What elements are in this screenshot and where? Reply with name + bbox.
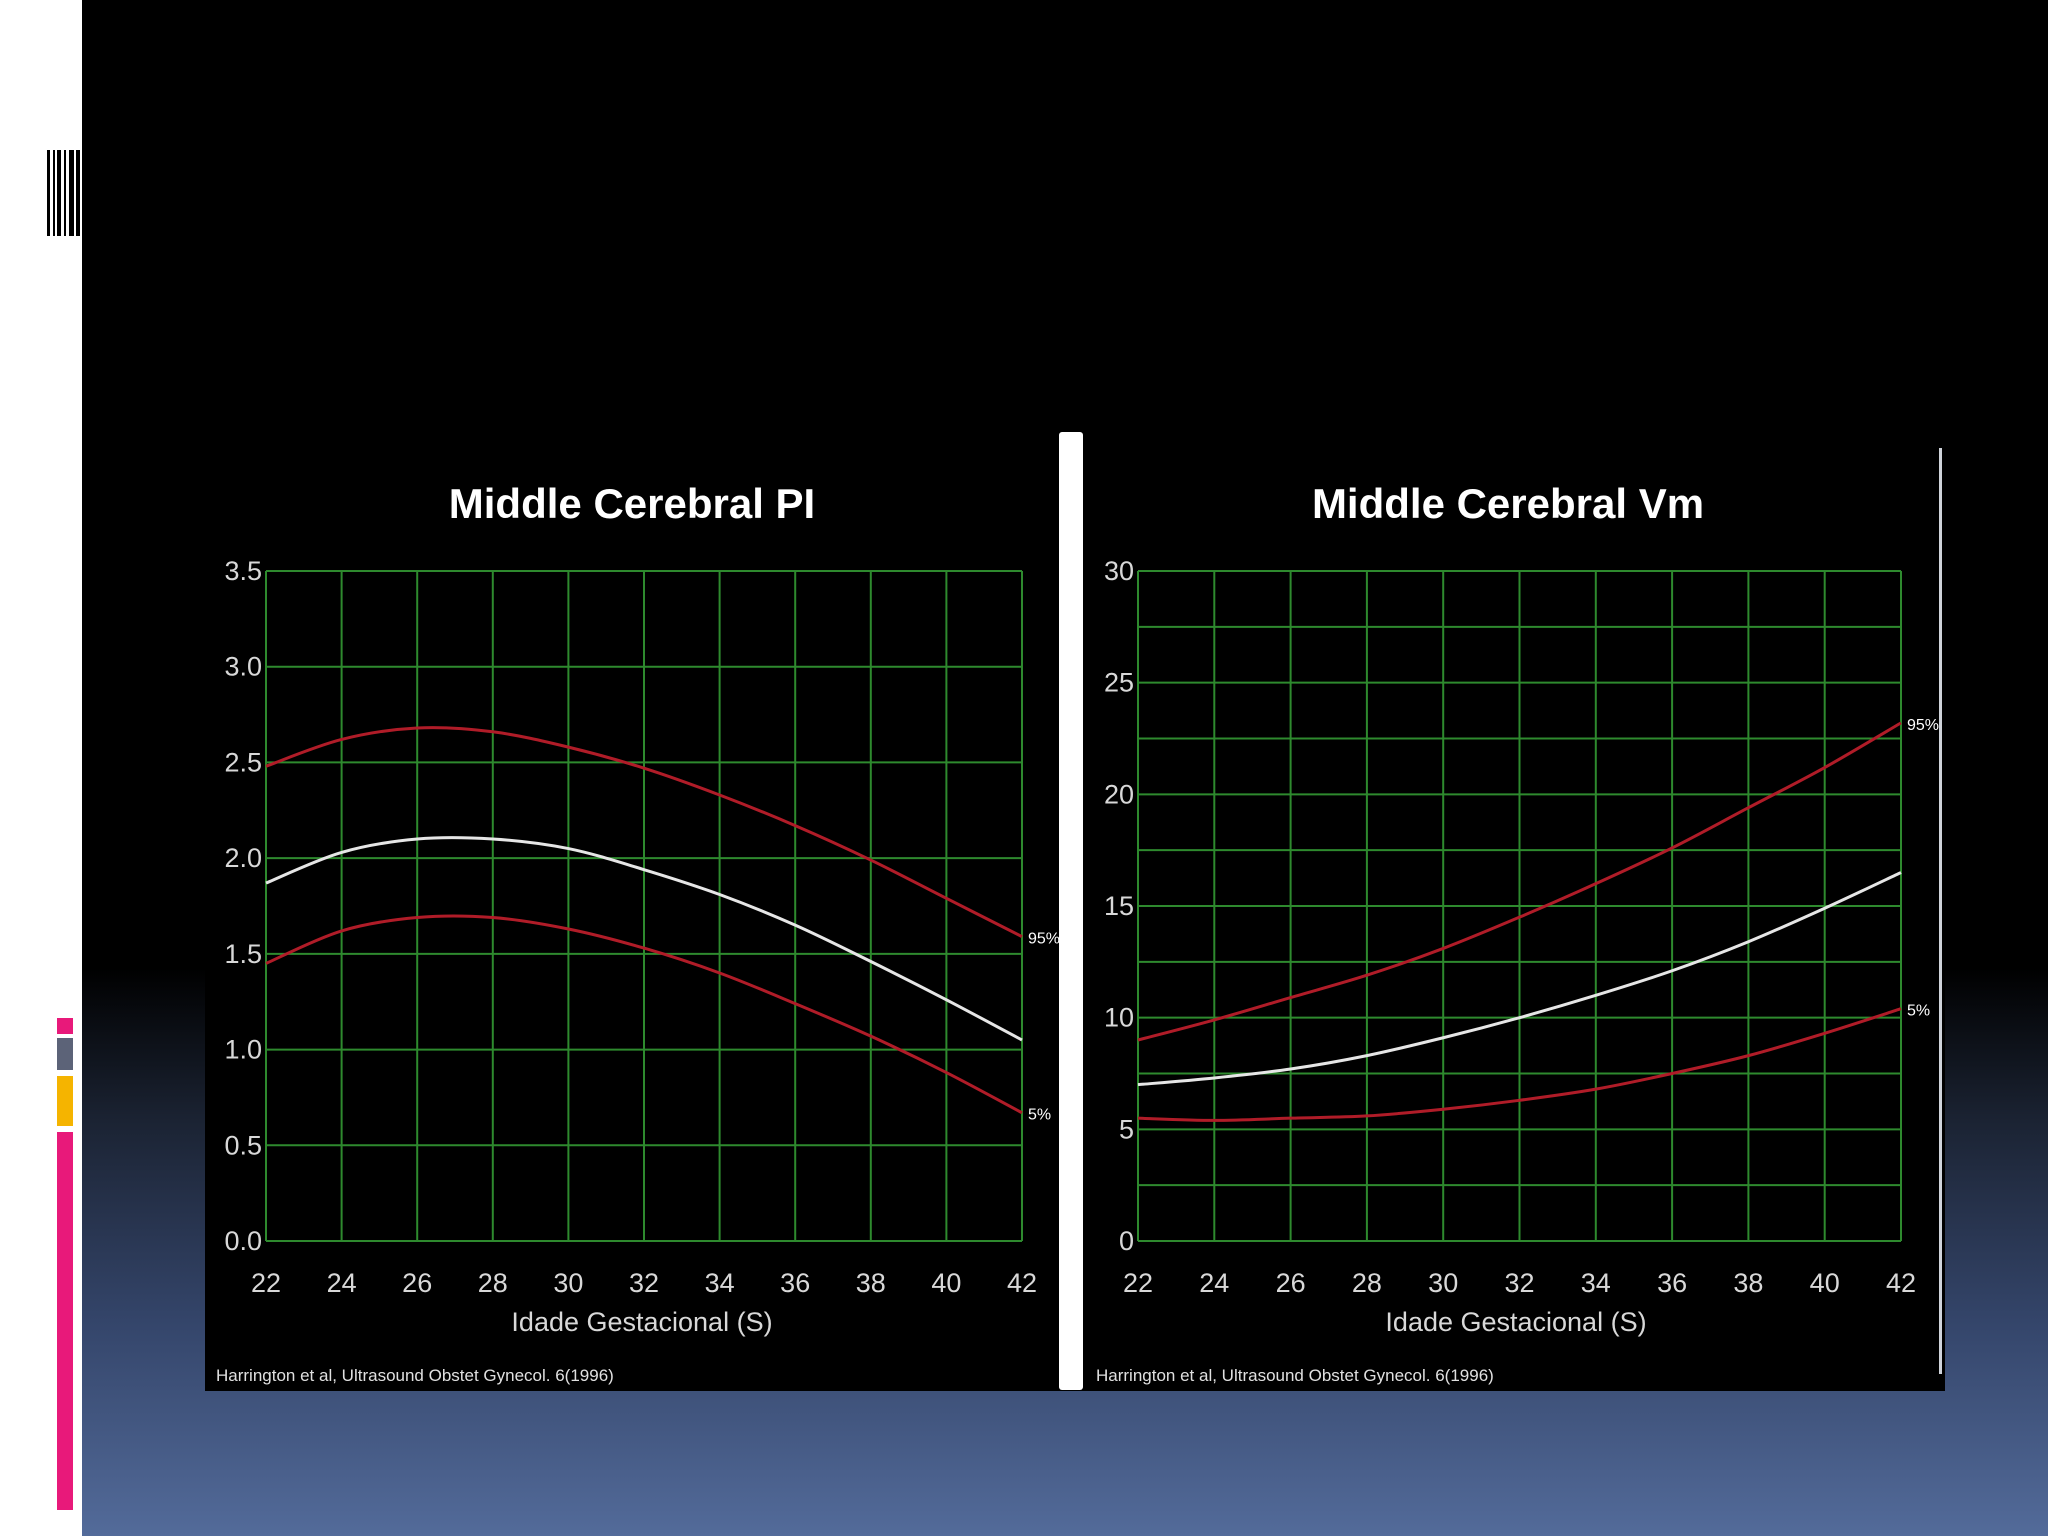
x-tick-label: 24 — [1199, 1268, 1229, 1298]
chart-middle-cerebral-vm: Middle Cerebral Vm 22 24 26 28 30 32 34 36 38 40 4… — [1096, 480, 1939, 1385]
y-tick-label: 1.0 — [224, 1035, 262, 1065]
y-tick-label: 25 — [1104, 668, 1134, 698]
x-tick-label: 36 — [1657, 1268, 1687, 1298]
x-tick-label: 32 — [1504, 1268, 1534, 1298]
series-label: 5% — [1907, 1003, 1930, 1020]
x-axis-label: Idade Gestacional (S) — [1385, 1307, 1646, 1337]
y-tick-label: 3.5 — [224, 556, 262, 586]
x-tick-label: 42 — [1007, 1268, 1037, 1298]
x-tick-label: 28 — [478, 1268, 508, 1298]
x-tick-label: 34 — [1581, 1268, 1611, 1298]
accent-bar-gray — [57, 1038, 73, 1070]
x-tick-label: 22 — [1123, 1268, 1153, 1298]
right-border-line — [1939, 448, 1942, 1374]
y-tick-label: 0.5 — [224, 1130, 262, 1160]
y-tick-label: 3.0 — [224, 652, 262, 682]
y-tick-label: 2.5 — [224, 747, 262, 777]
chart-title: Middle Cerebral Vm — [1312, 480, 1704, 527]
x-tick-label: 38 — [856, 1268, 886, 1298]
x-tick-label: 26 — [1276, 1268, 1306, 1298]
x-tick-label: 24 — [327, 1268, 357, 1298]
x-tick-label: 26 — [402, 1268, 432, 1298]
y-tick-label: 30 — [1104, 556, 1134, 586]
x-tick-label: 22 — [251, 1268, 281, 1298]
x-tick-label: 40 — [1810, 1268, 1840, 1298]
series-line-median — [1137, 871, 1902, 1087]
x-tick-label: 28 — [1352, 1268, 1382, 1298]
chart-divider — [1059, 432, 1083, 1390]
x-tick-label: 30 — [1428, 1268, 1458, 1298]
series-label: 95% — [1907, 717, 1939, 734]
source-citation: Harrington et al, Ultrasound Obstet Gyne… — [216, 1366, 614, 1385]
y-tick-label: 0 — [1119, 1226, 1134, 1256]
y-tick-label: 1.5 — [224, 939, 262, 969]
x-tick-label: 38 — [1733, 1268, 1763, 1298]
series-line-95pct — [265, 726, 1023, 938]
accent-bar-amber — [57, 1076, 73, 1126]
chart-title: Middle Cerebral PI — [449, 480, 815, 527]
y-tick-label: 5 — [1119, 1114, 1134, 1144]
y-tick-label: 20 — [1104, 779, 1134, 809]
series-line-95pct — [1137, 721, 1902, 1042]
accent-bar-pink-long — [57, 1132, 73, 1510]
x-tick-label: 36 — [780, 1268, 810, 1298]
chart-middle-cerebral-pi: Middle Cerebral PI 22 24 26 28 30 32 34 36 38 40 4… — [216, 480, 1060, 1385]
y-tick-label: 10 — [1104, 1003, 1134, 1033]
x-tick-label: 42 — [1886, 1268, 1916, 1298]
barcode-icon — [47, 150, 80, 236]
series-label: 5% — [1028, 1107, 1051, 1124]
x-tick-label: 34 — [705, 1268, 735, 1298]
series-label: 95% — [1028, 931, 1060, 948]
y-tick-label: 2.0 — [224, 843, 262, 873]
x-tick-label: 32 — [629, 1268, 659, 1298]
x-tick-label: 30 — [553, 1268, 583, 1298]
accent-bar-pink — [57, 1018, 73, 1034]
x-axis-label: Idade Gestacional (S) — [511, 1307, 772, 1337]
source-citation: Harrington et al, Ultrasound Obstet Gyne… — [1096, 1366, 1494, 1385]
series-line-5pct — [265, 914, 1023, 1115]
series-line-5pct — [1137, 1007, 1902, 1122]
y-tick-label: 15 — [1104, 891, 1134, 921]
series-line-median — [265, 836, 1023, 1042]
y-tick-label: 0.0 — [224, 1226, 262, 1256]
x-tick-label: 40 — [931, 1268, 961, 1298]
